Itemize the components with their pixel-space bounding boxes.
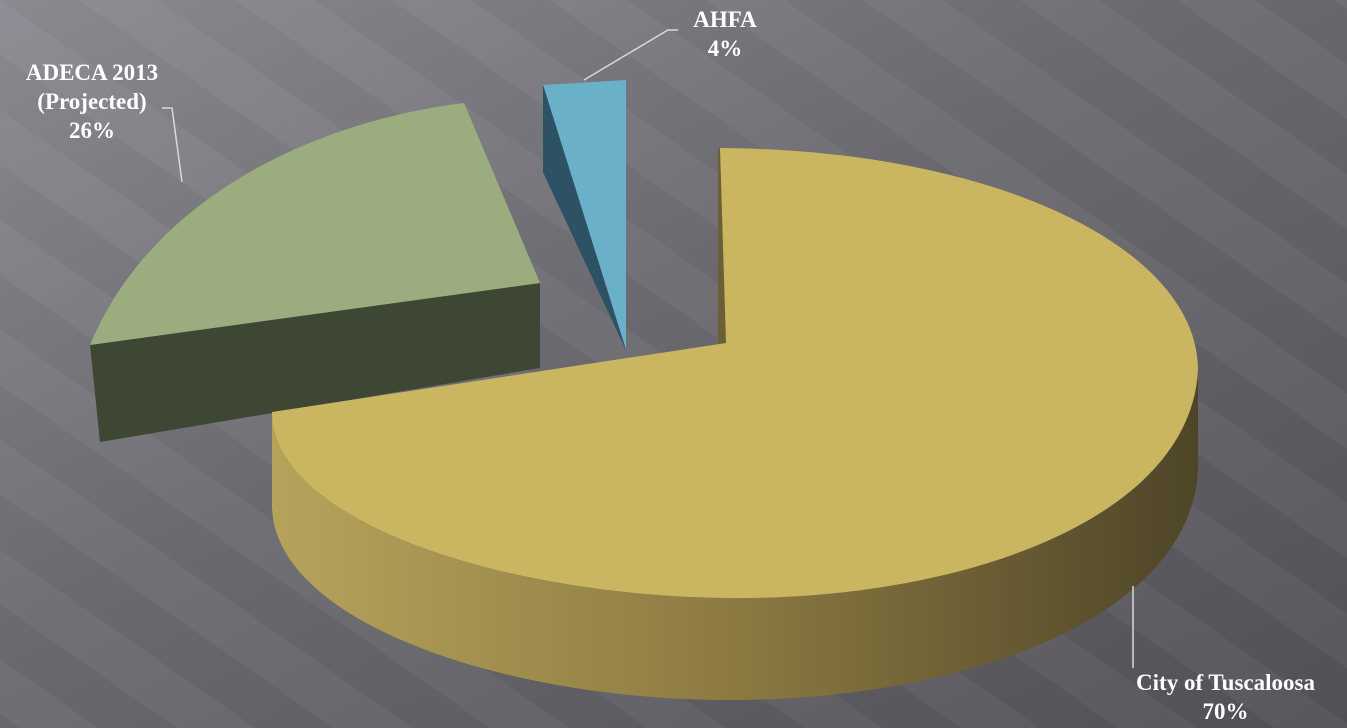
data-label-adeca-percent: 26% — [69, 118, 115, 143]
data-label-adeca: ADECA 2013 (Projected) 26% — [2, 58, 182, 145]
leader-line-ahfa — [583, 29, 678, 81]
data-label-adeca-line2: (Projected) — [37, 89, 147, 114]
data-label-city-of-tuscaloosa: City of Tuscaloosa 70% — [1108, 668, 1343, 726]
slice-ahfa-top — [543, 80, 626, 350]
data-label-city-line1: City of Tuscaloosa — [1136, 670, 1315, 695]
leader-line-adeca — [162, 107, 183, 183]
slice-city-top — [272, 148, 1198, 599]
data-label-ahfa-percent: 4% — [707, 36, 743, 61]
data-label-adeca-line1: ADECA 2013 — [25, 60, 159, 85]
slice-ahfa-inner — [543, 85, 626, 350]
slice-ahfa — [543, 80, 626, 350]
data-label-city-percent: 70% — [1202, 699, 1249, 724]
slice-city-side — [272, 370, 1198, 700]
slice-city-of-tuscaloosa — [272, 148, 1198, 700]
slice-adeca-top — [90, 103, 540, 345]
slice-adeca-side-front — [90, 283, 540, 442]
leader-lines — [162, 29, 1134, 668]
slice-adeca — [90, 103, 540, 442]
data-label-ahfa: AHFA 4% — [670, 5, 780, 63]
data-label-ahfa-line1: AHFA — [693, 7, 757, 32]
